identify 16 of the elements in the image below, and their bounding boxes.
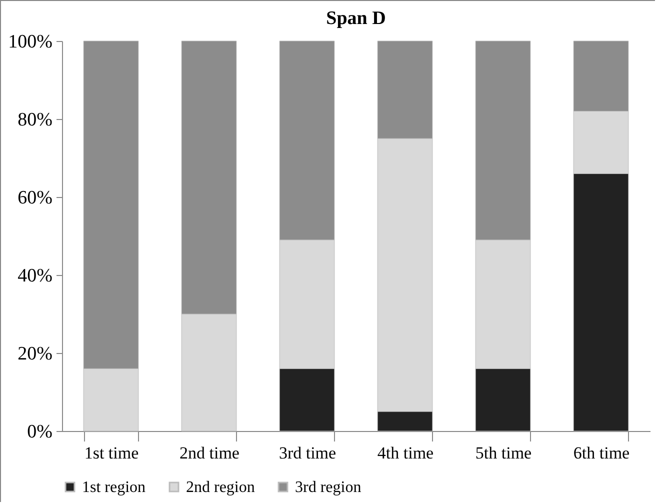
y-tick-label: 40%: [18, 266, 53, 286]
x-tick-label: 4th time: [377, 444, 434, 462]
y-tick-label: 60%: [18, 188, 53, 208]
legend-label: 2nd region: [186, 479, 255, 496]
x-tick-label: 6th time: [573, 444, 630, 462]
y-tick-label: 20%: [18, 344, 53, 364]
y-tick-label: 80%: [18, 110, 53, 130]
x-tick-label: 5th time: [475, 444, 532, 462]
chart-title: Span D: [326, 8, 386, 29]
x-tick-label: 1st time: [84, 444, 139, 462]
x-tick-label: 2nd time: [180, 444, 240, 462]
legend-label: 1st region: [82, 479, 146, 496]
y-tick-label: 0%: [27, 422, 53, 442]
x-tick-label: 3rd time: [278, 444, 336, 462]
y-tick-label: 100%: [8, 32, 53, 52]
legend-label: 3rd region: [295, 479, 362, 496]
